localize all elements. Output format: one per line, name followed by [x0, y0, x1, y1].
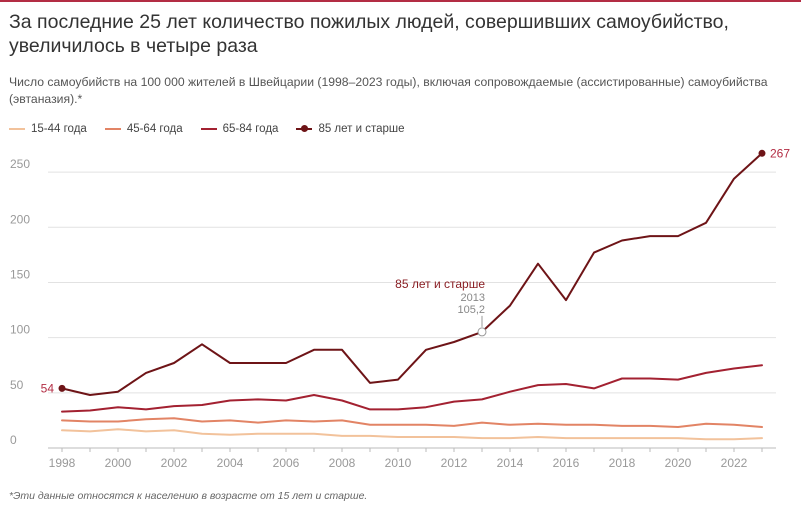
- legend-item-85-plus[interactable]: 85 лет и старше: [296, 123, 405, 135]
- legend-swatch-45-64: [104, 128, 121, 130]
- chart-title: За последние 25 лет количество пожилых л…: [9, 11, 729, 57]
- x-tick-label-2000: 2000: [105, 456, 132, 470]
- callout-year-label: 2013: [461, 292, 485, 304]
- legend-label-45-64: 45-64 года: [126, 123, 183, 135]
- legend-swatch-85-plus: [296, 125, 313, 132]
- chart-footnote: *Эти данные относятся к населению в возр…: [9, 490, 368, 502]
- y-tick-label-100: 100: [10, 323, 30, 337]
- legend-label-65-84: 65-84 года: [222, 123, 279, 135]
- x-tick-label-2006: 2006: [273, 456, 300, 470]
- legend-item-65-84[interactable]: 65-84 года: [200, 123, 279, 135]
- x-tick-label-2008: 2008: [329, 456, 356, 470]
- start-value-label: 54: [41, 381, 55, 395]
- y-tick-label-50: 50: [10, 378, 24, 392]
- y-tick-label-250: 250: [10, 157, 30, 171]
- legend-label-85-plus: 85 лет и старше: [318, 123, 405, 135]
- legend-swatch-15-44: [9, 128, 25, 130]
- callout-value-label: 105,2: [457, 304, 485, 316]
- legend-item-45-64[interactable]: 45-64 года: [104, 123, 183, 135]
- y-tick-label-0: 0: [10, 433, 17, 447]
- legend-swatch-65-84: [200, 128, 217, 130]
- x-tick-label-2016: 2016: [553, 456, 580, 470]
- start-point-85-plus: [58, 384, 66, 392]
- x-tick-label-2004: 2004: [217, 456, 244, 470]
- legend-dot-85-plus: [301, 125, 309, 132]
- y-tick-label-200: 200: [10, 212, 30, 226]
- top-accent-bar: [0, 0, 801, 2]
- series-line-15-44: [61, 428, 763, 441]
- x-tick-label-1998: 1998: [49, 456, 76, 470]
- callout-point-marker: [477, 327, 487, 337]
- legend-item-15-44[interactable]: 15-44 года: [9, 123, 87, 135]
- series-line-45-64: [61, 417, 763, 428]
- x-tick-label-2022: 2022: [721, 456, 748, 470]
- end-point-85-plus: [758, 149, 766, 157]
- chart-legend: 15-44 года 45-64 года 65-84 года 85 лет …: [9, 121, 423, 137]
- x-tick-label-2020: 2020: [665, 456, 692, 470]
- y-tick-label-150: 150: [10, 267, 30, 281]
- x-tick-label-2018: 2018: [609, 456, 636, 470]
- x-tick-label-2002: 2002: [161, 456, 188, 470]
- chart-subtitle: Число самоубийств на 100 000 жителей в Ш…: [9, 75, 768, 106]
- series-line-65-84: [61, 364, 763, 413]
- series-line-85-plus: [61, 152, 763, 396]
- x-tick-label-2010: 2010: [385, 456, 412, 470]
- callout-series-label: 85 лет и старше: [395, 277, 485, 291]
- end-value-label: 267: [770, 146, 790, 160]
- x-tick-label-2012: 2012: [441, 456, 468, 470]
- x-tick-label-2014: 2014: [497, 456, 524, 470]
- legend-label-15-44: 15-44 года: [31, 123, 87, 135]
